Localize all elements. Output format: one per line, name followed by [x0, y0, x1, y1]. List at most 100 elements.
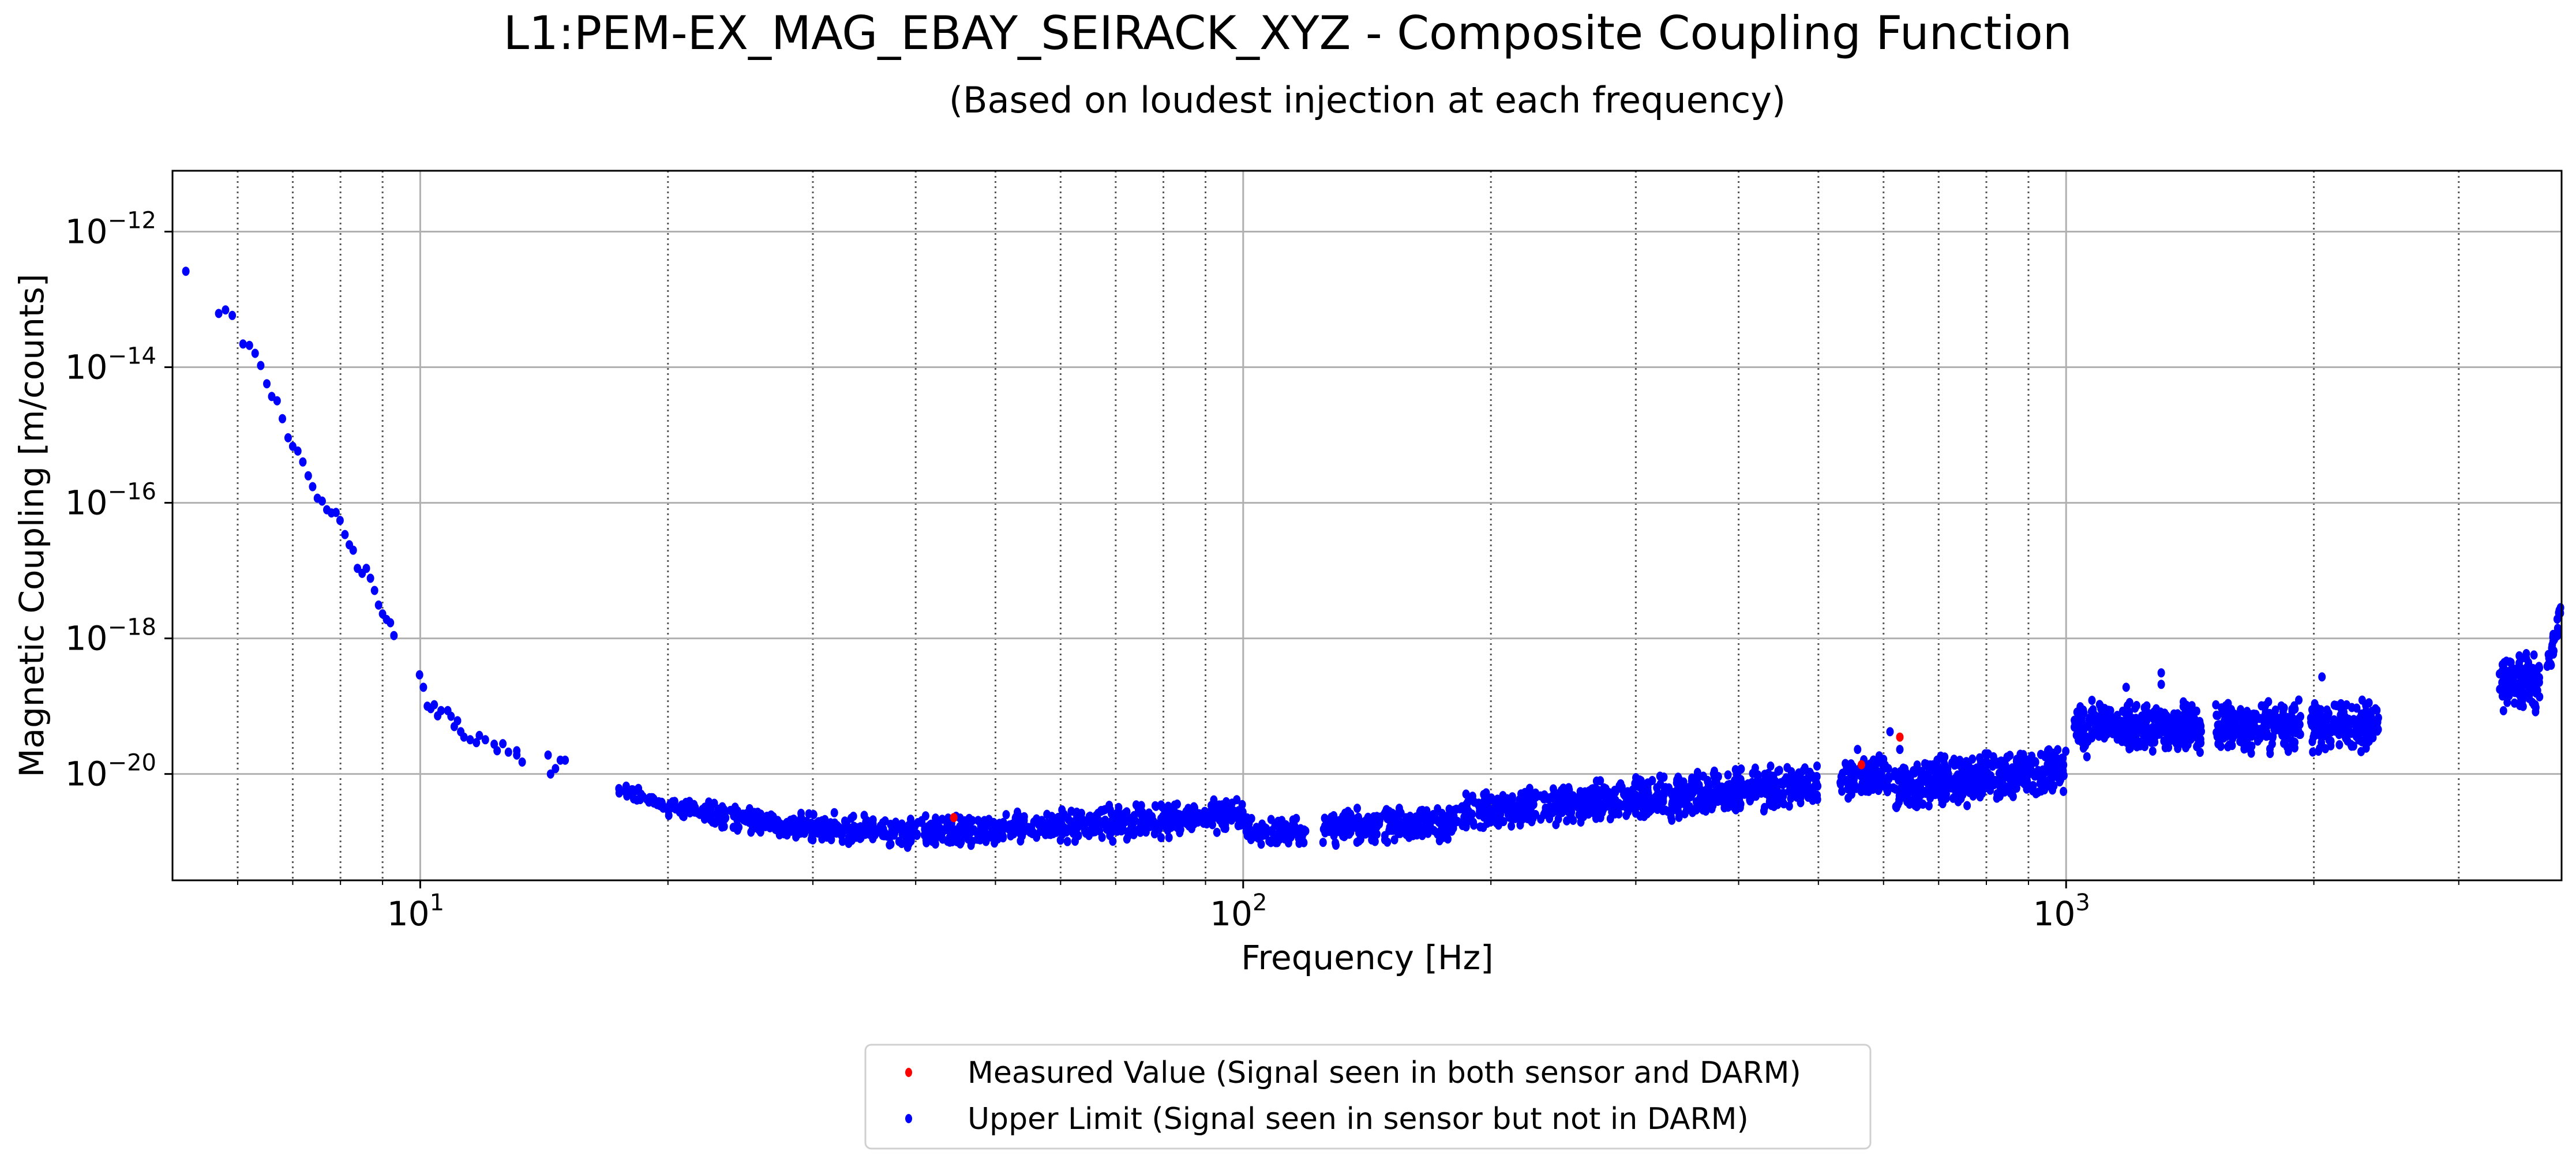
upper-limit-point	[2084, 721, 2092, 731]
upper-limit-point	[2360, 708, 2368, 718]
upper-limit-point	[1268, 826, 1276, 835]
upper-limit-point	[1989, 752, 1997, 761]
upper-limit-point	[1475, 802, 1483, 812]
y-tick-label: 10−14	[65, 343, 156, 387]
upper-limit-point	[2091, 721, 2099, 731]
upper-limit-point	[1082, 828, 1090, 838]
upper-limit-point	[2213, 731, 2221, 741]
upper-limit-point	[1067, 806, 1075, 816]
upper-limit-point	[973, 828, 981, 838]
upper-limit-point	[1576, 787, 1584, 797]
measured-value-point	[950, 813, 958, 823]
upper-limit-point	[1505, 812, 1513, 822]
chart-subtitle: (Based on loudest injection at each freq…	[949, 79, 1786, 121]
upper-limit-point	[1925, 801, 1933, 811]
upper-limit-point	[499, 739, 507, 749]
upper-limit-point	[2144, 708, 2153, 718]
y-tick-base: 10	[65, 212, 108, 251]
upper-limit-point	[962, 826, 970, 836]
upper-limit-point	[1844, 784, 1852, 794]
x-tick-exponent: 2	[1253, 890, 1267, 916]
upper-limit-point	[1254, 833, 1262, 843]
upper-limit-point	[2150, 730, 2158, 740]
upper-limit-point	[1118, 826, 1126, 836]
upper-limit-point	[1656, 771, 1664, 781]
upper-limit-point	[1470, 820, 1478, 830]
upper-limit-point	[2283, 733, 2292, 743]
upper-limit-point	[2517, 664, 2525, 674]
upper-limit-point	[2242, 738, 2250, 748]
upper-limit-point	[1783, 763, 1791, 772]
upper-limit-point	[1319, 838, 1327, 847]
upper-limit-point	[2507, 658, 2515, 667]
upper-limit-point	[2029, 781, 2037, 790]
upper-limit-point	[1702, 786, 1710, 796]
upper-limit-point	[2264, 697, 2273, 707]
upper-limit-point	[1881, 760, 1889, 770]
upper-limit-point	[2016, 761, 2024, 771]
upper-limit-point	[1038, 824, 1046, 834]
upper-limit-point	[2059, 766, 2067, 776]
upper-limit-point	[2023, 784, 2031, 794]
upper-limit-point	[1038, 816, 1046, 826]
upper-limit-point	[1911, 768, 1919, 778]
upper-limit-point	[1813, 772, 1821, 782]
upper-limit-point	[1674, 804, 1682, 814]
upper-limit-point	[430, 700, 438, 710]
upper-limit-point	[2046, 762, 2054, 772]
upper-limit-point	[633, 795, 641, 805]
upper-limit-point	[1006, 821, 1014, 831]
upper-limit-point	[1758, 779, 1766, 789]
upper-limit-point	[1714, 783, 1722, 793]
upper-limit-point	[2179, 701, 2187, 711]
upper-limit-point	[1883, 783, 1891, 793]
upper-limit-point	[1502, 804, 1510, 813]
upper-limit-point	[1173, 809, 1182, 819]
upper-limit-point	[1353, 838, 1361, 847]
upper-limit-point	[1529, 813, 1537, 823]
upper-limit-point	[1434, 829, 1441, 839]
upper-limit-point	[628, 785, 636, 794]
upper-limit-point	[284, 433, 292, 442]
upper-limit-point	[1096, 826, 1104, 836]
y-tick-base: 10	[65, 755, 108, 794]
upper-limit-point	[1681, 809, 1689, 819]
upper-limit-point	[1048, 812, 1056, 821]
upper-limit-point	[1158, 802, 1166, 812]
upper-limit-point	[1870, 775, 1878, 785]
upper-limit-point	[720, 805, 728, 815]
upper-limit-point	[803, 816, 811, 826]
upper-limit-point	[475, 730, 483, 740]
upper-limit-point	[332, 508, 340, 517]
upper-limit-point	[1675, 812, 1683, 822]
upper-limit-point	[2230, 723, 2238, 733]
upper-limit-point	[735, 823, 743, 832]
upper-limit-point	[504, 747, 512, 757]
upper-limit-point	[419, 682, 428, 692]
upper-limit-point	[2004, 752, 2012, 762]
upper-limit-point	[2318, 672, 2326, 682]
upper-limit-point	[466, 735, 474, 745]
upper-limit-point	[1854, 745, 1862, 755]
upper-limit-point	[849, 812, 857, 821]
upper-limit-point	[2037, 749, 2045, 759]
upper-limit-point	[215, 309, 223, 318]
upper-limit-point	[1284, 822, 1292, 832]
upper-limit-point	[245, 340, 253, 350]
upper-limit-point	[1928, 775, 1936, 785]
upper-limit-point	[2335, 740, 2343, 749]
upper-limit-point	[830, 808, 838, 817]
upper-limit-point	[1892, 802, 1900, 812]
upper-limit-point	[743, 809, 751, 819]
upper-limit-point	[1176, 828, 1184, 838]
y-tick-label: 10−18	[65, 614, 156, 658]
upper-limit-point	[852, 832, 860, 842]
upper-limit-point	[294, 446, 302, 456]
upper-limit-point	[1030, 828, 1038, 838]
upper-limit-point	[995, 825, 1003, 835]
upper-limit-point	[1092, 819, 1100, 828]
upper-limit-point	[828, 825, 837, 835]
upper-limit-point	[1019, 817, 1027, 827]
upper-limit-point	[349, 545, 357, 555]
measured-value-point	[1896, 732, 1904, 742]
